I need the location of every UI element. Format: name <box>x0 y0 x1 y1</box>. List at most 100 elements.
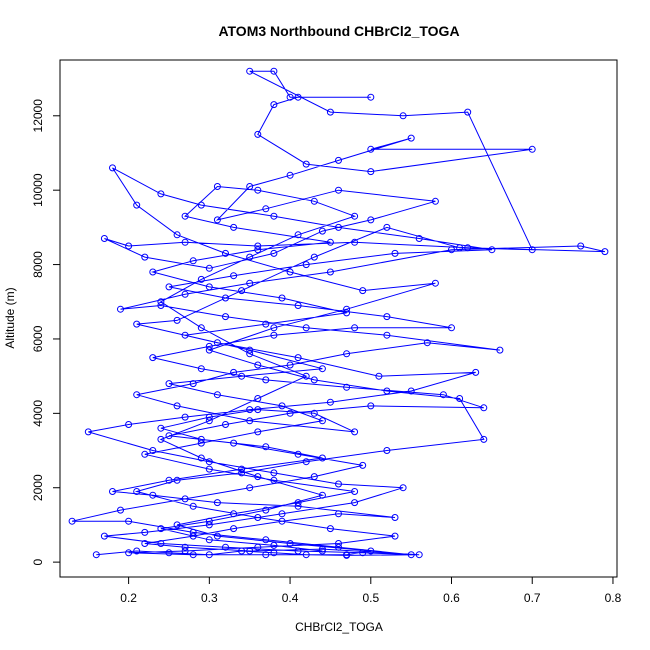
data-point <box>157 424 165 432</box>
data-point <box>205 465 213 473</box>
data-point <box>367 402 375 410</box>
data-point <box>407 551 415 559</box>
data-point <box>302 324 310 332</box>
data-point <box>367 93 375 101</box>
y-axis: 0 2000 4000 6000 8000 10000 12000 <box>31 99 60 565</box>
data-point <box>448 324 455 332</box>
data-point <box>149 447 157 454</box>
data-point <box>383 331 391 339</box>
data-point <box>205 551 213 559</box>
data-point <box>125 517 133 525</box>
data-point <box>270 249 278 257</box>
data-point <box>141 253 149 261</box>
data-point <box>141 528 149 536</box>
series-line <box>71 70 606 556</box>
data-point <box>528 246 536 254</box>
y-tick-label: 4000 <box>31 400 45 427</box>
data-point <box>213 216 221 224</box>
data-point <box>133 391 141 399</box>
data-point <box>318 454 326 462</box>
data-point <box>294 499 302 507</box>
data-point <box>181 547 189 555</box>
data-point <box>181 290 189 298</box>
data-point <box>205 458 213 466</box>
data-point <box>254 361 262 369</box>
data-point <box>222 421 229 428</box>
data-point <box>383 447 391 454</box>
data-point <box>262 376 270 384</box>
data-point <box>456 244 464 252</box>
data-point <box>230 368 238 376</box>
data-point <box>100 532 108 540</box>
data-point <box>238 465 246 473</box>
data-point <box>335 480 342 488</box>
data-point <box>326 238 334 246</box>
data-point <box>205 413 213 421</box>
data-point <box>383 387 391 395</box>
data-point <box>189 380 197 388</box>
data-point <box>213 499 221 507</box>
data-point <box>351 212 359 220</box>
data-point <box>157 435 165 443</box>
data-point <box>165 549 173 557</box>
data-point <box>149 268 157 276</box>
data-point <box>262 205 270 213</box>
data-point <box>399 112 407 120</box>
data-point <box>165 283 173 291</box>
y-tick-label: 6000 <box>31 325 45 352</box>
data-point <box>278 517 286 525</box>
data-point <box>254 246 262 254</box>
data-point <box>448 246 455 254</box>
data-point <box>141 540 149 547</box>
data-point <box>117 305 124 313</box>
data-point <box>294 302 302 309</box>
data-point <box>133 488 141 495</box>
data-point <box>270 469 278 477</box>
data-point <box>286 268 294 276</box>
data-point <box>157 540 165 547</box>
data-point <box>318 545 326 553</box>
data-point <box>181 238 189 246</box>
data-point <box>205 521 213 529</box>
data-point <box>254 242 262 250</box>
data-point <box>181 495 189 503</box>
data-point <box>117 506 124 514</box>
data-point <box>343 350 351 358</box>
data-point <box>246 484 254 492</box>
x-tick-label: 0.4 <box>282 591 299 605</box>
x-tick-label: 0.6 <box>443 591 460 605</box>
y-tick-label: 12000 <box>31 99 45 133</box>
data-point <box>391 514 399 521</box>
data-point <box>286 540 294 547</box>
data-point <box>286 361 294 369</box>
data-point <box>100 235 108 242</box>
data-point <box>270 541 278 549</box>
data-point <box>230 223 238 231</box>
data-point <box>125 242 133 250</box>
data-point <box>343 383 351 391</box>
data-point <box>335 223 342 231</box>
data-point <box>294 93 302 101</box>
data-point <box>464 108 472 116</box>
data-point <box>270 101 278 109</box>
data-point <box>173 316 181 324</box>
data-point <box>464 244 472 252</box>
data-point <box>246 346 254 354</box>
data-point <box>149 354 157 362</box>
data-point <box>359 461 367 469</box>
data-point <box>343 309 351 317</box>
data-point <box>205 417 213 425</box>
data-point <box>222 294 229 302</box>
data-point <box>391 532 399 540</box>
data-point <box>375 372 383 380</box>
data-point <box>246 547 254 555</box>
data-point <box>383 223 391 231</box>
x-axis-label: CHBrCl2_TOGA <box>295 620 383 634</box>
data-point <box>318 365 326 373</box>
y-axis-label: Altitude (m) <box>3 287 17 348</box>
x-tick-label: 0.2 <box>120 591 137 605</box>
data-point <box>488 246 496 254</box>
y-tick-label: 2000 <box>31 474 45 501</box>
data-point <box>601 248 609 256</box>
